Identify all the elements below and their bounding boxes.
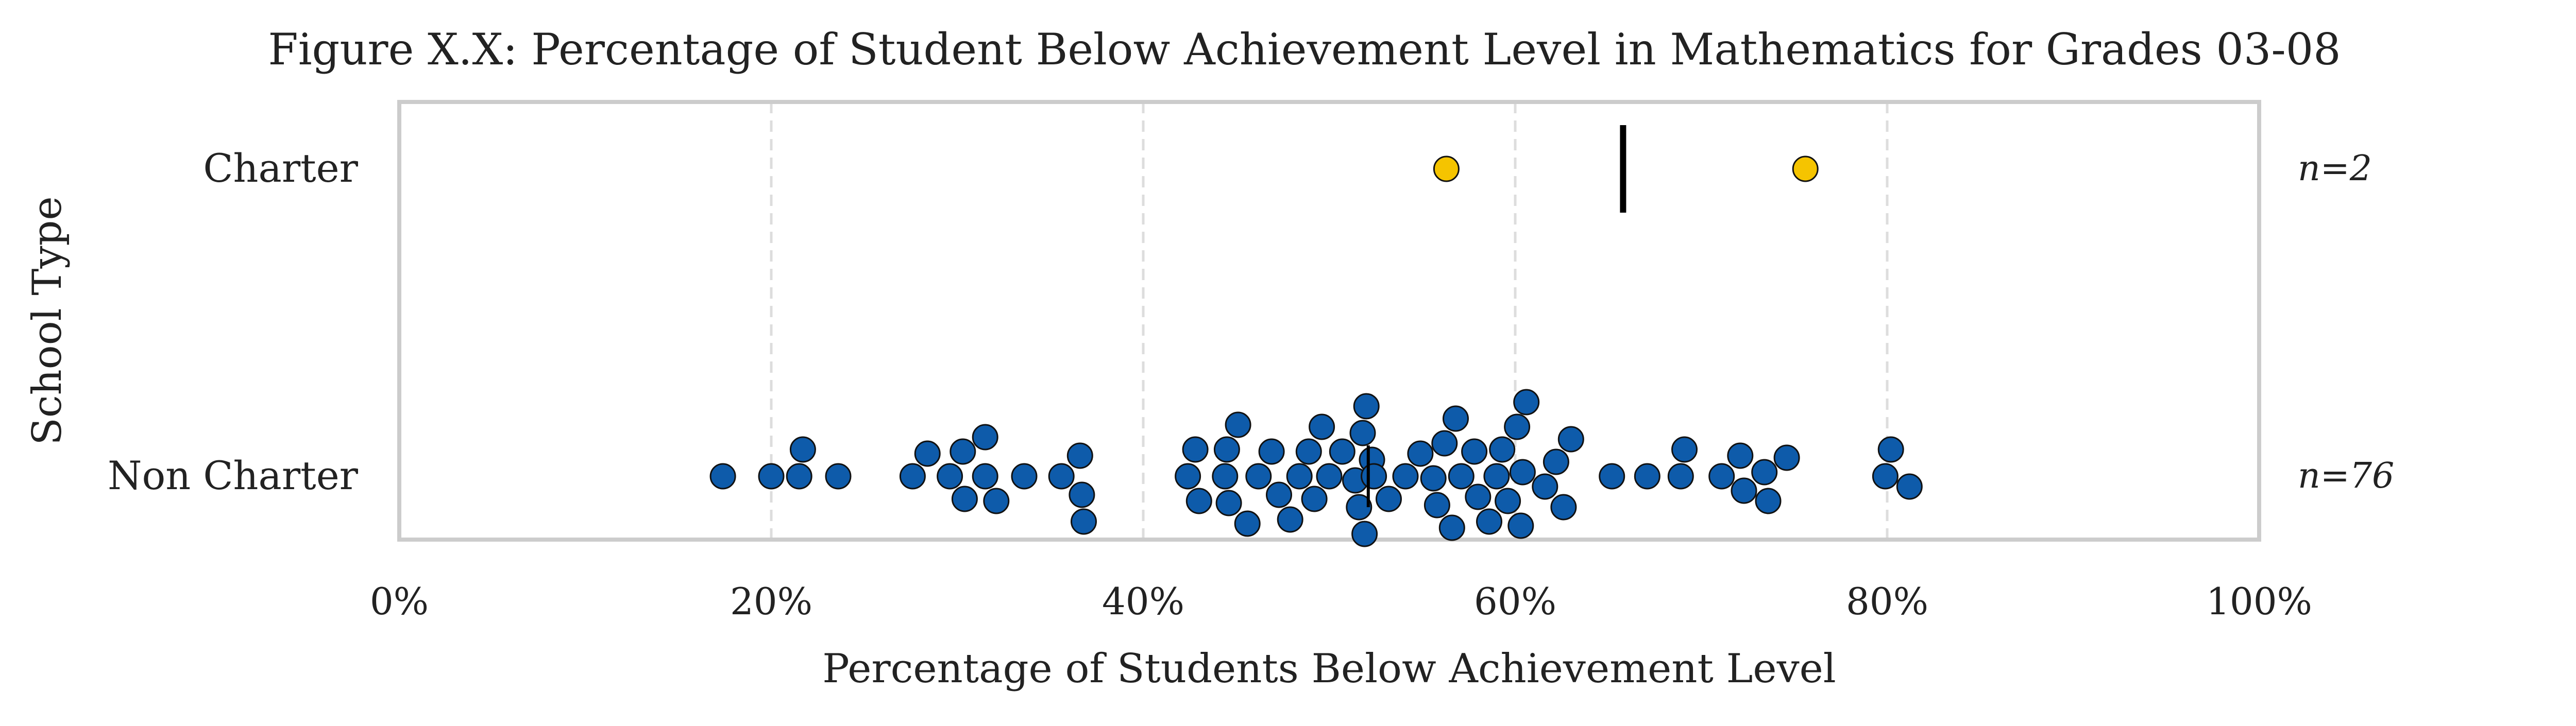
data-point — [1069, 481, 1095, 508]
data-point — [1872, 463, 1899, 490]
data-point — [1495, 488, 1521, 514]
x-tick-label: 60% — [1474, 580, 1556, 623]
data-point — [1431, 430, 1458, 457]
data-point — [951, 486, 978, 512]
data-point — [1212, 463, 1239, 490]
data-point — [1286, 463, 1313, 490]
data-point — [1509, 459, 1536, 486]
data-point — [1792, 155, 1819, 182]
data-point — [1185, 488, 1212, 514]
data-point — [1476, 508, 1502, 535]
data-point — [1433, 155, 1460, 182]
data-point — [1513, 389, 1540, 416]
data-point — [1896, 473, 1923, 500]
data-point — [1634, 463, 1660, 490]
data-point — [1877, 436, 1904, 463]
data-point — [709, 463, 736, 490]
count-label: n=76 — [2298, 456, 2394, 496]
data-point — [1349, 420, 1376, 446]
data-point — [1245, 463, 1272, 490]
data-point — [1461, 438, 1488, 465]
data-point — [1376, 486, 1402, 512]
data-point — [950, 438, 976, 465]
data-point — [1301, 486, 1328, 512]
points-layer — [709, 155, 1923, 547]
x-tick-label: 100% — [2206, 580, 2312, 623]
data-point — [1175, 463, 1201, 490]
mean-lines — [1366, 125, 1626, 507]
data-point — [1182, 436, 1209, 463]
data-point — [1066, 442, 1093, 469]
y-tick-label: Charter — [203, 145, 358, 191]
data-point — [1550, 494, 1577, 521]
y-axis-label: School Type — [24, 196, 71, 445]
data-point — [1266, 481, 1292, 508]
data-point — [1667, 463, 1694, 490]
data-point — [1489, 436, 1516, 463]
data-point — [1215, 490, 1242, 516]
data-point — [972, 463, 998, 490]
data-point — [1507, 512, 1534, 539]
data-point — [1346, 494, 1372, 521]
data-point — [1225, 411, 1251, 438]
data-point — [1361, 463, 1387, 490]
data-point — [1316, 463, 1343, 490]
data-point — [1504, 413, 1531, 440]
y-tick-labels: Charter Non Charter — [108, 145, 359, 498]
data-point — [1213, 436, 1240, 463]
data-point — [1443, 405, 1469, 432]
data-point — [1277, 506, 1303, 533]
data-point — [1708, 463, 1735, 490]
data-point — [789, 436, 816, 463]
data-point — [1532, 473, 1558, 500]
data-point — [937, 463, 963, 490]
data-point — [1295, 438, 1322, 465]
plot-area — [397, 100, 2261, 542]
data-point — [1351, 521, 1378, 547]
x-tick-label: 0% — [370, 580, 429, 623]
data-point — [1011, 463, 1038, 490]
data-point — [1483, 463, 1510, 490]
data-point — [972, 424, 998, 451]
data-point — [1755, 488, 1782, 514]
data-point — [1731, 477, 1757, 504]
data-point — [1599, 463, 1625, 490]
data-point — [1258, 438, 1285, 465]
data-point — [758, 463, 785, 490]
data-point — [1465, 483, 1492, 510]
data-point — [1420, 465, 1447, 492]
data-point — [1309, 413, 1335, 440]
data-point — [1543, 448, 1569, 475]
data-point — [1727, 442, 1754, 469]
x-tick-labels: 0% 20% 40% 60% 80% 100% — [370, 580, 2312, 623]
data-point — [1751, 459, 1778, 486]
data-point — [914, 440, 941, 467]
count-labels: n=2 n=76 — [2298, 148, 2394, 496]
data-point — [1407, 440, 1434, 467]
data-point — [1353, 393, 1380, 420]
data-point — [825, 463, 852, 490]
data-point — [899, 463, 926, 490]
data-point — [1448, 463, 1475, 490]
y-tick-label: Non Charter — [108, 453, 359, 498]
x-tick-label: 80% — [1846, 580, 1928, 623]
data-point — [1329, 438, 1355, 465]
data-point — [1773, 444, 1800, 471]
data-point — [786, 463, 812, 490]
x-tick-label: 40% — [1102, 580, 1184, 623]
data-point — [1234, 510, 1261, 537]
data-point — [983, 488, 1010, 514]
data-point — [1557, 426, 1584, 453]
data-point — [1423, 492, 1450, 518]
x-tick-label: 20% — [730, 580, 812, 623]
data-point — [1071, 508, 1097, 535]
chart-title: Figure X.X: Percentage of Student Below … — [268, 24, 2341, 75]
data-point — [1392, 463, 1419, 490]
data-point — [1438, 514, 1465, 541]
count-label: n=2 — [2298, 148, 2372, 189]
x-axis-label: Percentage of Students Below Achievement… — [822, 646, 1836, 692]
data-point — [1671, 436, 1698, 463]
data-point — [1048, 463, 1075, 490]
